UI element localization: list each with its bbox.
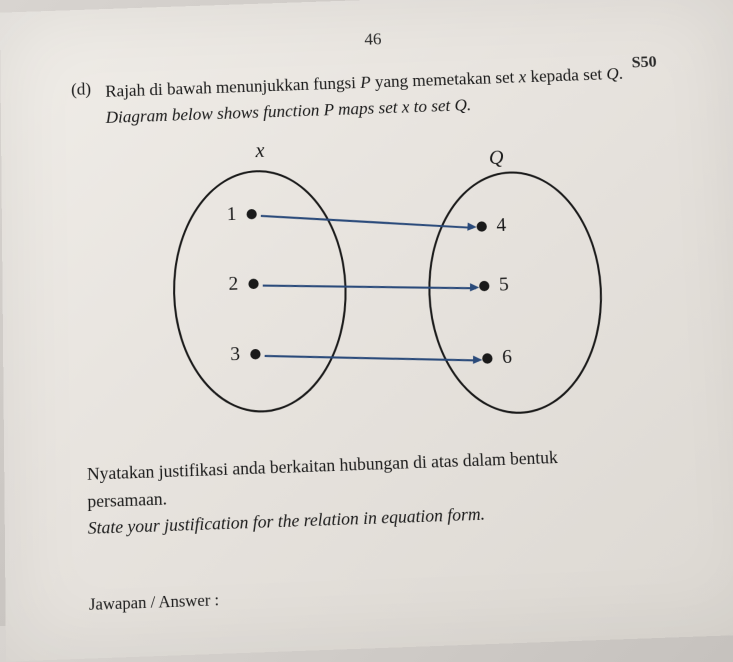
- question-text: Rajah di bawah menunjukkan fungsi P yang…: [105, 61, 625, 130]
- dot-icon: [478, 281, 489, 292]
- instruction-ms-1: Nyatakan justifikasi anda berkaitan hubu…: [87, 447, 558, 484]
- q-text-ms-1: Rajah di bawah menunjukkan fungsi: [105, 73, 360, 101]
- dot-icon: [476, 221, 487, 232]
- codomain-node-6: 6: [481, 346, 512, 370]
- mapping-diagram-container: x Q 1 2 3 4 5: [72, 125, 697, 435]
- domain-value-2: 2: [228, 273, 238, 296]
- page-number: 46: [70, 19, 675, 60]
- codomain-label: Q: [488, 146, 504, 170]
- arrow-head-icon: [472, 356, 481, 365]
- dot-icon: [248, 279, 258, 290]
- page-code: S50: [631, 54, 657, 73]
- q-var-p: P: [360, 73, 371, 92]
- q-text-ms-2: yang memetakan set: [370, 67, 519, 91]
- instruction-ms-2: persamaan.: [87, 488, 167, 511]
- q-var-q: Q: [606, 64, 619, 83]
- domain-node-3: 3: [230, 343, 261, 367]
- domain-label: x: [255, 140, 265, 164]
- codomain-value-5: 5: [499, 274, 510, 297]
- question-block: (d) Rajah di bawah menunjukkan fungsi P …: [71, 59, 679, 131]
- dot-icon: [482, 353, 493, 364]
- arrow-head-icon: [467, 223, 477, 232]
- codomain-node-4: 4: [476, 214, 507, 238]
- instruction-text: Nyatakan justifikasi anda berkaitan hubu…: [87, 439, 703, 542]
- domain-value-3: 3: [230, 343, 240, 366]
- mapping-diagram: x Q 1 2 3 4 5: [154, 128, 613, 432]
- codomain-node-5: 5: [478, 274, 509, 298]
- domain-value-1: 1: [227, 204, 237, 227]
- q-text-ms-4: .: [618, 64, 623, 83]
- dot-icon: [250, 349, 261, 360]
- q-text-en-4: .: [466, 95, 471, 114]
- domain-node-2: 2: [228, 272, 259, 296]
- q-text-en-2: maps set: [333, 97, 402, 118]
- domain-node-1: 1: [227, 203, 258, 226]
- answer-label: Jawapan / Answer :: [89, 573, 707, 615]
- textbook-page: 46 S50 (d) Rajah di bawah menunjukkan fu…: [0, 0, 733, 662]
- q-text-ms-3: kepada set: [526, 64, 607, 86]
- dot-icon: [246, 209, 256, 220]
- arrow-head-icon: [470, 283, 479, 291]
- codomain-ellipse: [423, 169, 607, 417]
- question-label: (d): [71, 79, 91, 100]
- codomain-value-4: 4: [496, 214, 507, 237]
- q-text-en-3: to set: [409, 95, 455, 116]
- codomain-value-6: 6: [502, 346, 513, 369]
- q-text-en-1: Diagram below shows function: [105, 100, 323, 127]
- domain-ellipse: [170, 167, 350, 415]
